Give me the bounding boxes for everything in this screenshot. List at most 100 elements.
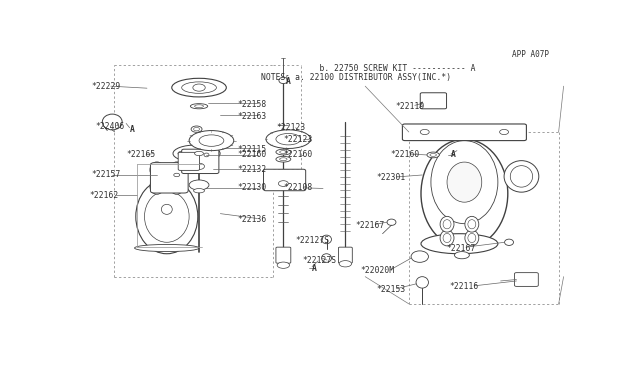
Text: *22123: *22123 (284, 135, 312, 144)
Ellipse shape (161, 204, 172, 214)
Ellipse shape (411, 251, 428, 262)
Text: NOTES: a. 22100 DISTRIBUTOR ASSY(INC.*): NOTES: a. 22100 DISTRIBUTOR ASSY(INC.*) (261, 73, 451, 82)
Text: *22160: *22160 (390, 150, 419, 160)
Ellipse shape (190, 104, 208, 109)
Ellipse shape (193, 189, 205, 193)
Ellipse shape (280, 158, 287, 161)
Text: *22116: *22116 (449, 282, 479, 291)
Text: A: A (451, 150, 456, 160)
Ellipse shape (191, 150, 202, 157)
Text: *22160: *22160 (237, 150, 267, 160)
Ellipse shape (189, 131, 234, 151)
Ellipse shape (440, 217, 454, 232)
Ellipse shape (443, 219, 451, 229)
Text: *22167: *22167 (355, 221, 385, 230)
Ellipse shape (465, 217, 479, 232)
FancyBboxPatch shape (420, 93, 447, 109)
Ellipse shape (153, 165, 161, 174)
Ellipse shape (172, 78, 227, 97)
Ellipse shape (440, 230, 454, 246)
Ellipse shape (182, 82, 216, 93)
Ellipse shape (387, 219, 396, 225)
Ellipse shape (195, 151, 204, 155)
Ellipse shape (276, 134, 301, 145)
Text: *22136: *22136 (237, 215, 267, 224)
Text: *22162: *22162 (89, 190, 118, 199)
Ellipse shape (504, 161, 539, 192)
Ellipse shape (204, 153, 209, 157)
Ellipse shape (500, 129, 509, 135)
Text: *22123: *22123 (276, 123, 305, 132)
Ellipse shape (153, 182, 161, 191)
Ellipse shape (276, 149, 291, 155)
Text: *22157: *22157 (91, 170, 120, 179)
Ellipse shape (276, 156, 291, 162)
Ellipse shape (504, 239, 513, 246)
Ellipse shape (170, 162, 184, 178)
Text: *22167: *22167 (446, 244, 476, 253)
Ellipse shape (193, 163, 205, 170)
Text: *22153: *22153 (376, 285, 406, 294)
Text: *22127S: *22127S (302, 256, 337, 265)
Ellipse shape (150, 162, 164, 178)
Ellipse shape (468, 233, 476, 243)
Ellipse shape (420, 129, 429, 135)
FancyBboxPatch shape (339, 247, 352, 263)
Ellipse shape (465, 230, 479, 246)
Text: *22132: *22132 (237, 165, 267, 174)
Ellipse shape (416, 277, 428, 288)
Ellipse shape (177, 161, 181, 167)
Ellipse shape (278, 181, 288, 186)
Text: *22160: *22160 (284, 150, 312, 160)
Ellipse shape (510, 166, 532, 187)
FancyBboxPatch shape (276, 247, 291, 263)
Ellipse shape (266, 130, 310, 148)
Ellipse shape (427, 152, 439, 158)
Ellipse shape (468, 219, 476, 229)
Ellipse shape (191, 126, 202, 132)
Text: *22130: *22130 (237, 183, 267, 192)
Text: A: A (286, 77, 291, 86)
Ellipse shape (173, 173, 180, 177)
Ellipse shape (189, 180, 209, 190)
Text: A: A (312, 264, 317, 273)
Ellipse shape (277, 262, 289, 268)
FancyBboxPatch shape (182, 149, 219, 173)
Ellipse shape (421, 234, 498, 254)
Text: *22163: *22163 (237, 112, 267, 121)
Ellipse shape (150, 179, 164, 194)
Ellipse shape (339, 261, 351, 267)
Text: A: A (129, 125, 134, 134)
FancyBboxPatch shape (264, 169, 306, 191)
Text: *22301: *22301 (376, 173, 406, 182)
Ellipse shape (280, 151, 287, 154)
Ellipse shape (421, 139, 508, 248)
Text: *22229: *22229 (91, 82, 120, 91)
Ellipse shape (173, 145, 220, 162)
Ellipse shape (173, 165, 180, 174)
Text: *22165: *22165 (126, 150, 156, 160)
Ellipse shape (447, 162, 482, 202)
Ellipse shape (454, 251, 469, 259)
Ellipse shape (173, 182, 180, 191)
Text: *22108: *22108 (284, 183, 312, 192)
Text: *22020M: *22020M (360, 266, 394, 275)
Text: *22119: *22119 (395, 102, 424, 111)
Text: b. 22750 SCREW KIT ----------- A: b. 22750 SCREW KIT ----------- A (261, 64, 476, 74)
Ellipse shape (136, 179, 198, 254)
Text: *22406: *22406 (96, 122, 125, 131)
Ellipse shape (102, 114, 122, 130)
Ellipse shape (208, 151, 215, 155)
Ellipse shape (193, 84, 205, 91)
Ellipse shape (195, 105, 204, 108)
Ellipse shape (321, 254, 332, 262)
Ellipse shape (170, 179, 184, 194)
Ellipse shape (279, 77, 288, 84)
FancyBboxPatch shape (515, 273, 538, 286)
Ellipse shape (430, 154, 436, 156)
Text: *22158: *22158 (237, 100, 267, 109)
FancyBboxPatch shape (178, 153, 200, 170)
Ellipse shape (321, 235, 332, 244)
Ellipse shape (178, 151, 186, 155)
FancyBboxPatch shape (150, 163, 188, 193)
